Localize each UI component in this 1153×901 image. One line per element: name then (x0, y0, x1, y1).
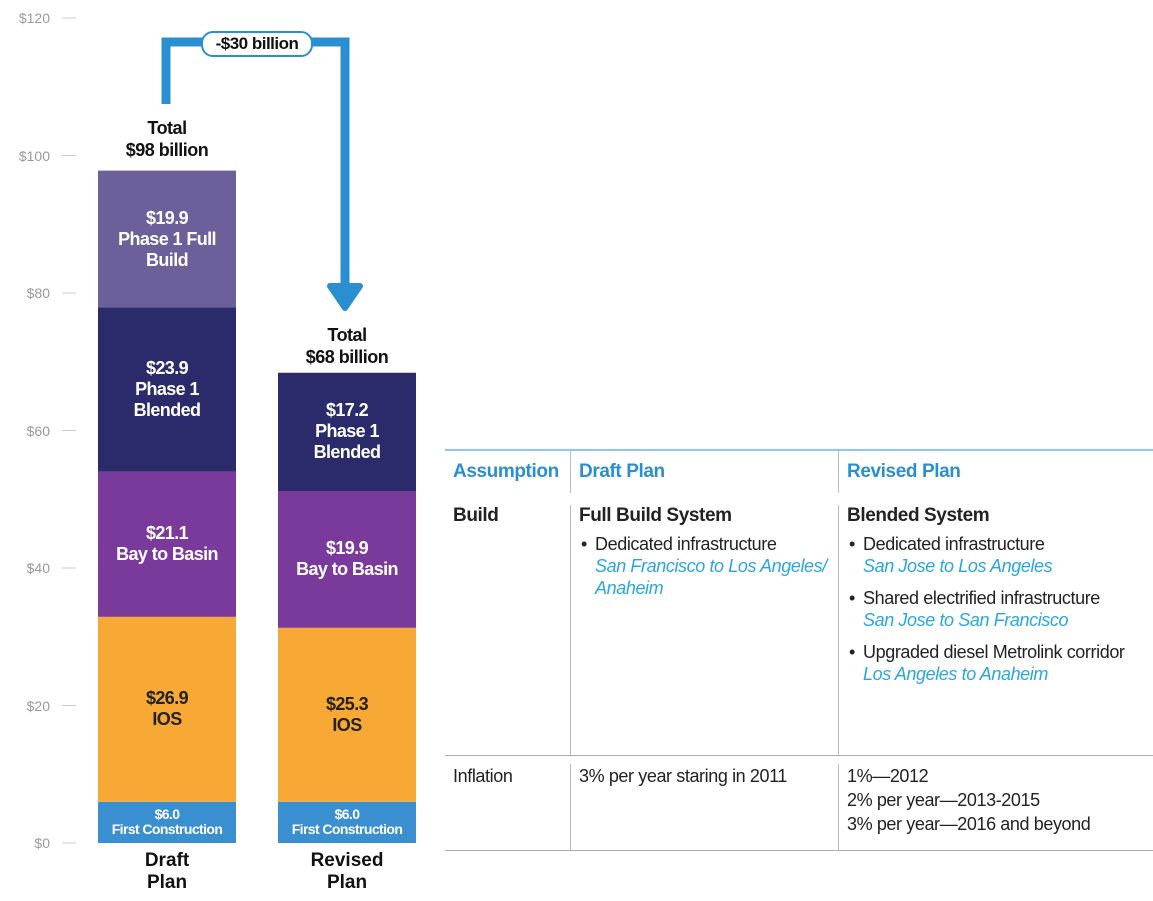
inflation-row: Inflation 3% per year staring in 2011 1%… (445, 755, 1153, 851)
header-cell: Draft Plan (570, 451, 838, 493)
total-title: Total (147, 118, 187, 139)
segment-name: IOS (332, 714, 362, 735)
segment-name: First Construction (291, 821, 403, 838)
cell-line: 3% per year—2016 and beyond (847, 814, 1091, 834)
value-label: $26.9 (145, 688, 189, 709)
segment-label: $25.3 IOS (278, 628, 416, 802)
x-tick-label: Revised Plan (310, 850, 384, 893)
segment-label: $17.2 Phase 1 Blended (278, 373, 416, 491)
cell: Blended System Dedicated infrastructureS… (838, 505, 1153, 755)
value-label: $25.3 (325, 693, 369, 714)
value-label: $21.1 (145, 523, 189, 544)
bar-segment (278, 627, 416, 802)
total-title: Total (327, 324, 367, 345)
bullet-text: Upgraded diesel Metrolink corridor (863, 642, 1125, 662)
y-tick-label: $100 (18, 147, 50, 164)
cell: Full Build System Dedicated infrastructu… (570, 505, 838, 755)
segment-name: Phase 1 Full Build (118, 228, 216, 270)
bullet-text: Dedicated infrastructure (595, 534, 777, 554)
row-label: Build (453, 505, 499, 526)
cell-line: 2% per year—2013-2015 (847, 790, 1040, 810)
table-header: Assumption Draft Plan Revised Plan (445, 449, 1153, 493)
cell: 3% per year staring in 2011 (570, 764, 838, 850)
value-label: $19.9 (325, 538, 369, 559)
bar-segment (98, 471, 236, 617)
y-tick-label: $60 (26, 422, 50, 439)
y-tick-label: $0 (34, 835, 50, 851)
bar-segment (278, 801, 416, 843)
bar-segment (278, 491, 416, 628)
cell-line: 1%—2012 (847, 766, 929, 786)
y-tick-label: $80 (26, 285, 50, 301)
segment-name: Bay to Basin (116, 544, 218, 565)
value-label: $17.2 (325, 400, 369, 421)
bar-segment (98, 616, 236, 802)
segment-label: $6.0 First Construction (98, 802, 236, 843)
cell-title: Full Build System (579, 505, 732, 526)
y-tick-label: $120 (18, 10, 50, 26)
cell-line: 3% per year staring in 2011 (579, 766, 787, 786)
segment-label: $23.9 Phase 1 Blended (98, 307, 236, 471)
value-label: $6.0 (334, 806, 360, 823)
cell: 1%—2012 2% per year—2013-2015 3% per yea… (838, 764, 1153, 850)
bar-segment (98, 307, 236, 472)
segment-name: Bay to Basin (296, 559, 398, 580)
bar-segment (98, 170, 236, 308)
header-cell: Assumption (453, 461, 559, 482)
bar-segment (278, 372, 416, 491)
y-tick-label: $40 (26, 560, 50, 576)
bar-segment (98, 801, 236, 843)
annotation: -$30 billion (201, 31, 313, 57)
bullet-sub: San Francisco to Los Angeles/ Anaheim (595, 556, 827, 598)
cell-title: Blended System (847, 505, 990, 526)
table: Assumption Draft Plan Revised Plan Build… (445, 449, 1153, 851)
segment-label: $6.0 First Construction (278, 802, 416, 843)
segment-name: First Construction (111, 821, 223, 838)
segment-name: Phase 1 Blended (133, 379, 201, 421)
row-label: Inflation (453, 766, 513, 786)
build-row: Build Full Build System Dedicated infras… (445, 493, 1153, 755)
total-label: Total $98 billion (78, 117, 256, 161)
bullet-text: Shared electrified infrastructure (863, 588, 1100, 608)
y-tick-label: $20 (26, 697, 50, 714)
value-label: $6.0 (154, 806, 180, 823)
segment-name: Phase 1 Blended (313, 421, 381, 463)
value-label: $19.9 (145, 207, 189, 228)
segment-label: $19.9 Phase 1 Full Build (98, 171, 236, 308)
segment-name: IOS (152, 709, 182, 730)
header-cell: Revised Plan (838, 451, 1153, 493)
total-value: $98 billion (125, 140, 209, 161)
x-tick-label: Draft Plan (144, 850, 190, 893)
bullet-text: Dedicated infrastructure (863, 534, 1045, 554)
segment-label: $21.1 Bay to Basin (98, 472, 236, 617)
segment-label: $19.9 Bay to Basin (278, 491, 416, 628)
segment-label: $26.9 IOS (98, 617, 236, 802)
bullet-sub: San Jose to San Francisco (863, 610, 1069, 630)
value-label: $23.9 (145, 358, 189, 379)
bullet-sub: San Jose to Los Angeles (863, 556, 1053, 576)
total-value: $68 billion (305, 346, 389, 367)
arrow-head (327, 283, 363, 311)
total-label: Total $68 billion (258, 324, 436, 368)
bullet-sub: Los Angeles to Anaheim (863, 664, 1048, 684)
